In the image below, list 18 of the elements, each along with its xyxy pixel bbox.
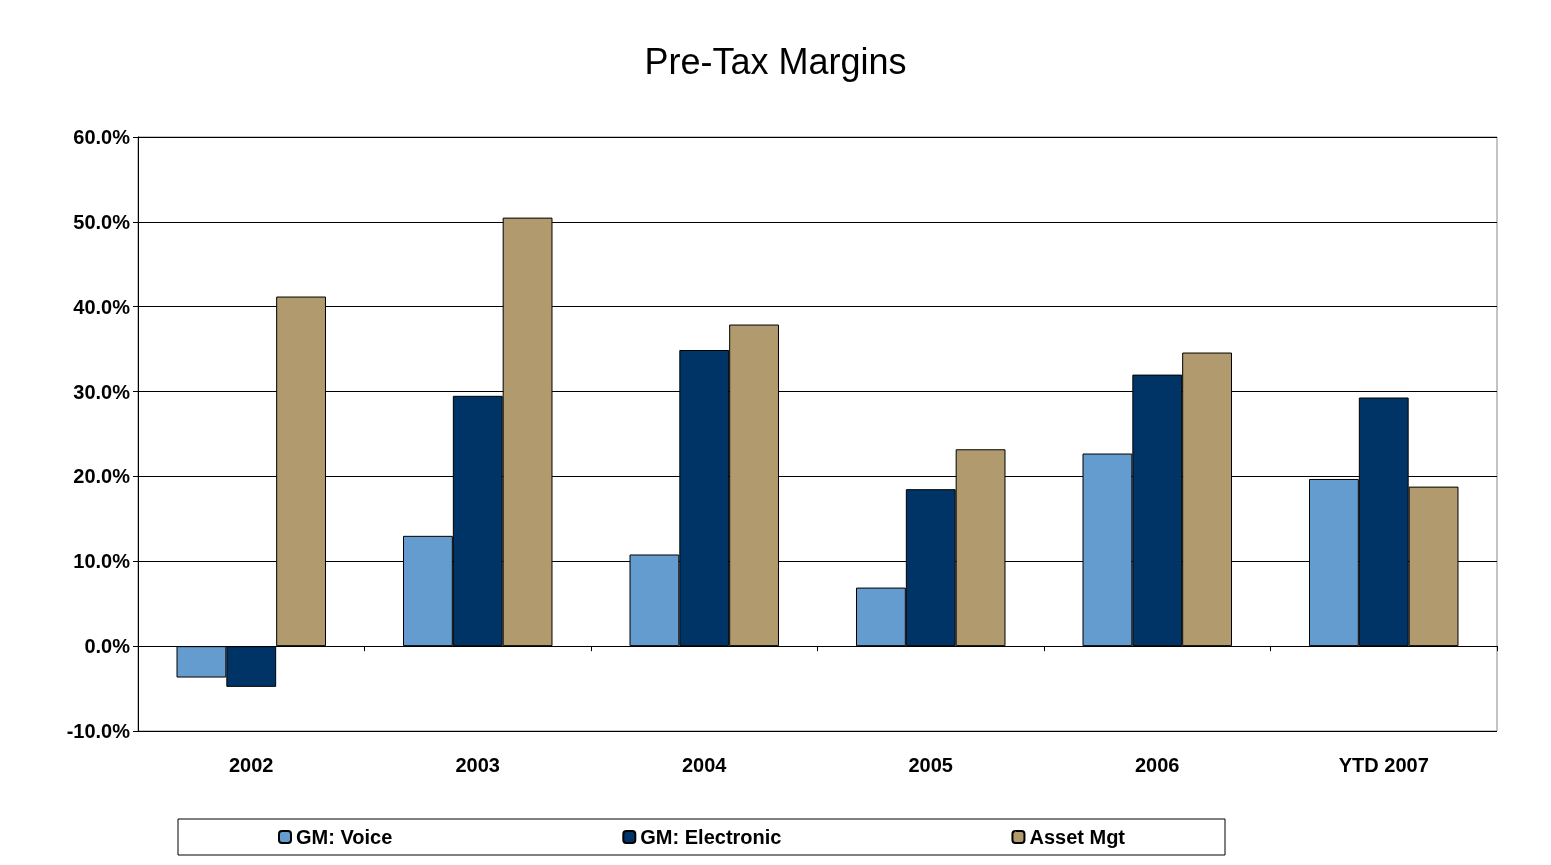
legend-label: Asset Mgt [1029,826,1126,848]
x-tick-label: 2002 [229,754,274,776]
y-tick-label: 20.0% [73,465,131,488]
y-tick-label: -10.0% [66,720,131,742]
x-tick-label: 2004 [682,754,728,776]
chart-title: Pre-Tax Margins [644,40,907,82]
y-tick-label: 30.0% [73,380,131,403]
y-tick-label: 40.0% [73,295,131,318]
y-tick-label: 60.0% [73,126,131,148]
x-tick-label: 2006 [1135,754,1180,776]
x-tick-label: YTD 2007 [1338,754,1429,776]
y-tick-label: 0.0% [84,635,131,658]
legend-label: GM: Voice [296,826,393,848]
x-tick-label: 2005 [908,754,953,776]
y-tick-label: 10.0% [73,550,131,573]
x-tick-label: 2003 [455,754,500,776]
legend-label: GM: Electronic [640,826,782,848]
y-tick-label: 50.0% [73,210,131,233]
